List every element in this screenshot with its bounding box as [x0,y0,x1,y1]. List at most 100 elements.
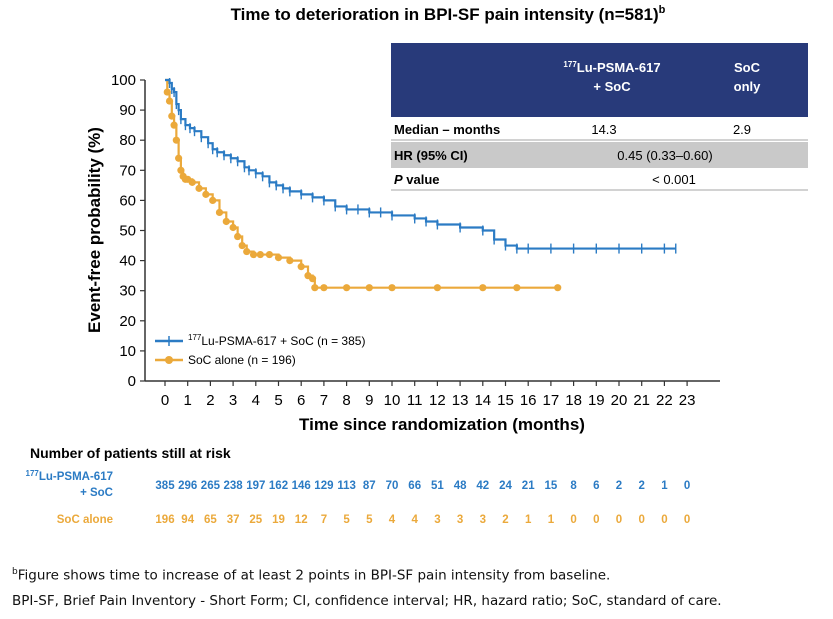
at-risk-soc-value: 7 [321,514,327,526]
soc-censor-marker [513,284,521,292]
at-risk-lu-value: 129 [314,480,333,492]
at-risk-lu-value: 146 [292,480,311,492]
at-risk-soc-value: 196 [155,514,174,526]
legend: 177Lu-PSMA-617 + SoC (n = 385) SoC alone… [155,333,365,367]
at-risk-lu-value: 15 [545,480,558,492]
at-risk-lu-row: 385 296 265 238 197 162 146 129 113 87 70 66 51 48 42 2… [155,480,690,492]
soc-censor-marker [249,250,258,259]
y-tick-label: 80 [119,132,136,149]
y-tick-label: 70 [119,162,136,179]
soc-censor-marker [188,178,196,186]
p-value: < 0.001 [652,172,696,187]
at-risk-soc-value: 2 [502,514,508,526]
soc-censor-marker [202,190,210,198]
soc-censor-marker [343,284,351,292]
at-risk-soc-value: 1 [525,514,532,526]
soc-censor-marker [320,284,328,292]
hr-label: HR (95% CI) [394,148,468,163]
legend-lu-label: 177Lu-PSMA-617 + SoC (n = 385) [188,333,365,348]
at-risk-soc-value: 37 [227,514,240,526]
series-soc [163,78,562,292]
at-risk-lu-value: 197 [246,480,265,492]
soc-censor-marker [222,217,230,226]
y-tick-label: 60 [119,192,136,209]
soc-censor-marker [170,121,178,129]
soc-censor-marker [215,208,224,217]
soc-censor-marker [238,241,246,250]
at-risk-lu-value: 70 [386,480,399,492]
summary-table-col2-header-line2: only [734,79,761,94]
y-tick-label: 40 [119,253,136,270]
soc-censor-marker [172,136,180,144]
soc-censor-marker [554,284,562,292]
at-risk-lu-value: 1 [661,480,668,492]
x-tick-label: 12 [429,392,446,409]
at-risk-soc-value: 4 [411,514,418,526]
x-tick-label: 5 [274,392,282,409]
at-risk-soc-value: 5 [366,514,373,526]
at-risk-lu-value: 8 [570,480,577,492]
at-risk-lu-value: 385 [155,480,175,492]
soc-censor-marker [209,196,217,204]
x-tick-label: 16 [520,392,537,409]
at-risk-soc-value: 3 [434,514,440,526]
p-label: P value [394,172,440,187]
y-tick-label: 30 [119,283,136,300]
soc-censor-marker [479,284,487,292]
x-tick-label: 23 [679,392,696,409]
series-lu [165,78,677,254]
x-tick-label: 11 [407,392,423,409]
x-tick-label: 13 [452,392,469,409]
at-risk-soc-value: 19 [272,514,285,526]
soc-censor-marker [234,232,242,241]
y-tick-label: 20 [119,313,136,330]
footnote-1: bFigure shows time to increase of at lea… [12,567,611,584]
at-risk-soc-value: 5 [343,514,350,526]
at-risk-lu-value: 87 [363,480,376,492]
at-risk-lu-value: 42 [476,480,489,492]
x-tick-label: 21 [633,392,650,409]
x-tick-label: 20 [611,392,628,409]
at-risk-lu-label-line2: + SoC [80,487,113,499]
summary-table-header-bg [391,43,808,117]
soc-censor-marker [433,284,441,292]
summary-table: 177Lu-PSMA-617 + SoC SoC only Median – m… [391,43,808,191]
soc-censor-marker [365,284,373,292]
at-risk-lu-value: 21 [522,480,535,492]
km-chart: Time to deterioration in BPI-SF pain int… [26,4,808,526]
at-risk-lu-value: 296 [178,480,197,492]
x-tick-label: 4 [252,392,260,409]
at-risk-lu-value: 2 [616,480,622,492]
soc-censor-marker [297,263,305,271]
x-tick-label: 22 [656,392,673,409]
chart-title: Time to deterioration in BPI-SF pain int… [231,4,666,24]
at-risk-soc-value: 65 [204,514,217,526]
x-tick-label: 17 [543,392,560,409]
summary-table-col1-header-line2: + SoC [593,79,631,94]
x-tick-label: 1 [184,392,192,409]
x-axis-label: Time since randomization (months) [299,415,585,434]
soc-censor-marker [195,184,203,192]
at-risk-lu-value: 66 [408,480,421,492]
x-tick-label: 7 [320,392,328,409]
soc-censor-marker [311,284,319,292]
soc-censor-marker [286,257,294,265]
at-risk-soc-value: 25 [249,514,262,526]
at-risk-lu-value: 2 [638,480,644,492]
soc-censor-marker [168,112,176,120]
at-risk-soc-label: SoC alone [57,514,113,526]
soc-censor-marker [265,250,274,259]
y-tick-label: 0 [128,373,136,390]
at-risk-lu-value: 162 [269,480,288,492]
at-risk-soc-value: 1 [548,514,555,526]
summary-table-col2-header: SoC [734,60,761,75]
x-tick-label: 6 [297,392,305,409]
at-risk-lu-label: 177Lu-PSMA-617 [26,469,113,483]
at-risk-soc-value: 3 [480,514,486,526]
at-risk-soc-value: 0 [616,514,622,526]
at-risk-soc-value: 0 [593,514,599,526]
soc-censor-marker [229,223,237,232]
median-lu-value: 14.3 [591,122,616,137]
at-risk-soc-value: 0 [570,514,576,526]
soc-censor-marker [163,88,171,96]
